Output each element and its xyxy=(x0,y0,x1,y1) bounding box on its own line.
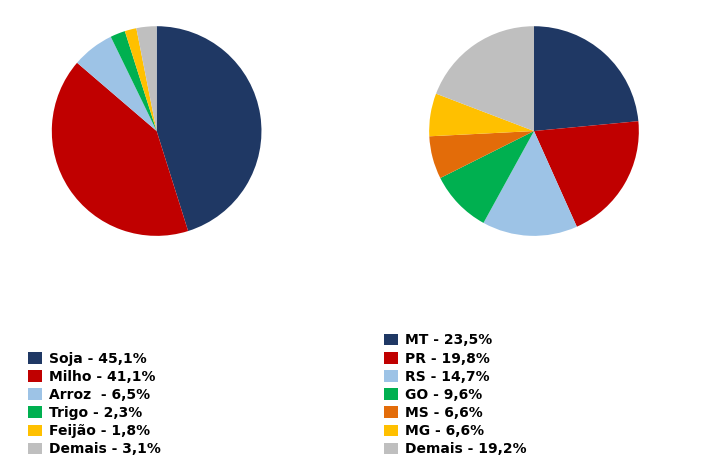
Wedge shape xyxy=(111,31,157,131)
Wedge shape xyxy=(436,26,534,131)
Wedge shape xyxy=(429,94,534,136)
Legend: MT - 23,5%, PR - 19,8%, RS - 14,7%, GO - 9,6%, MS - 6,6%, MG - 6,6%, Demais - 19: MT - 23,5%, PR - 19,8%, RS - 14,7%, GO -… xyxy=(384,333,527,456)
Wedge shape xyxy=(136,26,157,131)
Wedge shape xyxy=(157,26,261,231)
Wedge shape xyxy=(429,131,534,178)
Wedge shape xyxy=(534,121,639,227)
Wedge shape xyxy=(52,63,188,236)
Wedge shape xyxy=(77,37,157,131)
Wedge shape xyxy=(440,131,534,223)
Wedge shape xyxy=(125,28,157,131)
Wedge shape xyxy=(483,131,577,236)
Legend: Soja - 45,1%, Milho - 41,1%, Arroz  - 6,5%, Trigo - 2,3%, Feijão - 1,8%, Demais : Soja - 45,1%, Milho - 41,1%, Arroz - 6,5… xyxy=(28,351,161,456)
Wedge shape xyxy=(534,26,639,131)
